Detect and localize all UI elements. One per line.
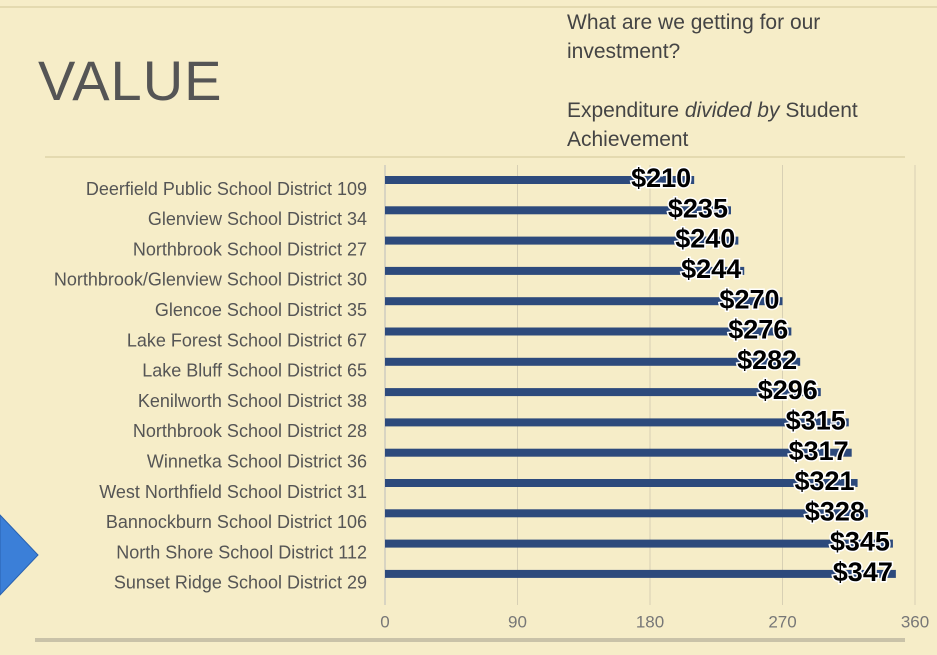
bar (385, 509, 868, 518)
x-tick-label: 0 (380, 612, 389, 631)
value-label: $347 (833, 557, 893, 587)
subtitle-part: divided by (684, 99, 780, 122)
y-tick-label: Deerfield Public School District 109 (86, 179, 367, 199)
x-tick-label: 360 (901, 612, 929, 631)
y-tick-label: Lake Forest School District 67 (127, 330, 367, 350)
bar (385, 236, 739, 245)
bar (385, 206, 731, 215)
value-label: $276 (728, 315, 788, 345)
value-label: $328 (805, 496, 865, 526)
bar (385, 448, 852, 457)
subtitle: Expenditure divided by Student Achieveme… (567, 96, 897, 154)
bar (385, 327, 792, 336)
bar (385, 357, 801, 366)
y-tick-label: West Northfield School District 31 (99, 482, 367, 502)
value-label: $240 (675, 224, 735, 254)
y-tick-label: Lake Bluff School District 65 (142, 361, 367, 381)
value-label: $235 (668, 193, 728, 223)
subtitle-part: Expenditure (567, 99, 680, 122)
value-label: $317 (789, 436, 849, 466)
y-tick-label: Glenview School District 34 (148, 209, 367, 229)
x-tick-label: 270 (768, 612, 796, 631)
bar (385, 176, 695, 184)
y-tick-label: Glencoe School District 35 (155, 300, 367, 320)
pointer-arrow (0, 514, 39, 596)
x-tick-label: 180 (636, 612, 664, 631)
x-tick-label: 90 (508, 612, 527, 631)
bar (385, 418, 849, 427)
bar (385, 388, 821, 397)
value-label: $345 (830, 527, 890, 557)
y-tick-label: Northbrook/Glenview School District 30 (54, 270, 367, 290)
bar (385, 569, 896, 578)
y-tick-label: Northbrook School District 28 (133, 421, 367, 441)
value-label: $270 (719, 284, 779, 314)
y-tick-label: Northbrook School District 27 (133, 239, 367, 259)
question: What are we getting for our investment? (567, 11, 821, 63)
y-tick-label: Winnetka School District 36 (147, 451, 367, 471)
value-label: $210 (631, 163, 691, 193)
bar (385, 266, 745, 275)
y-tick-label: Sunset Ridge School District 29 (114, 573, 367, 593)
value-label: $315 (786, 406, 846, 436)
y-tick-label: Bannockburn School District 106 (106, 512, 367, 532)
value-label: $282 (737, 345, 797, 375)
bar (385, 539, 893, 548)
value-label: $296 (758, 375, 818, 405)
y-tick-label: North Shore School District 112 (116, 542, 367, 562)
y-tick-label: Kenilworth School District 38 (138, 391, 367, 411)
slide-title: VALUE (38, 49, 223, 112)
value-label: $244 (681, 254, 741, 284)
subtitle-part: Student Achievement (567, 99, 858, 151)
value-label: $321 (795, 466, 855, 496)
bar (385, 297, 783, 306)
bar (385, 479, 858, 487)
